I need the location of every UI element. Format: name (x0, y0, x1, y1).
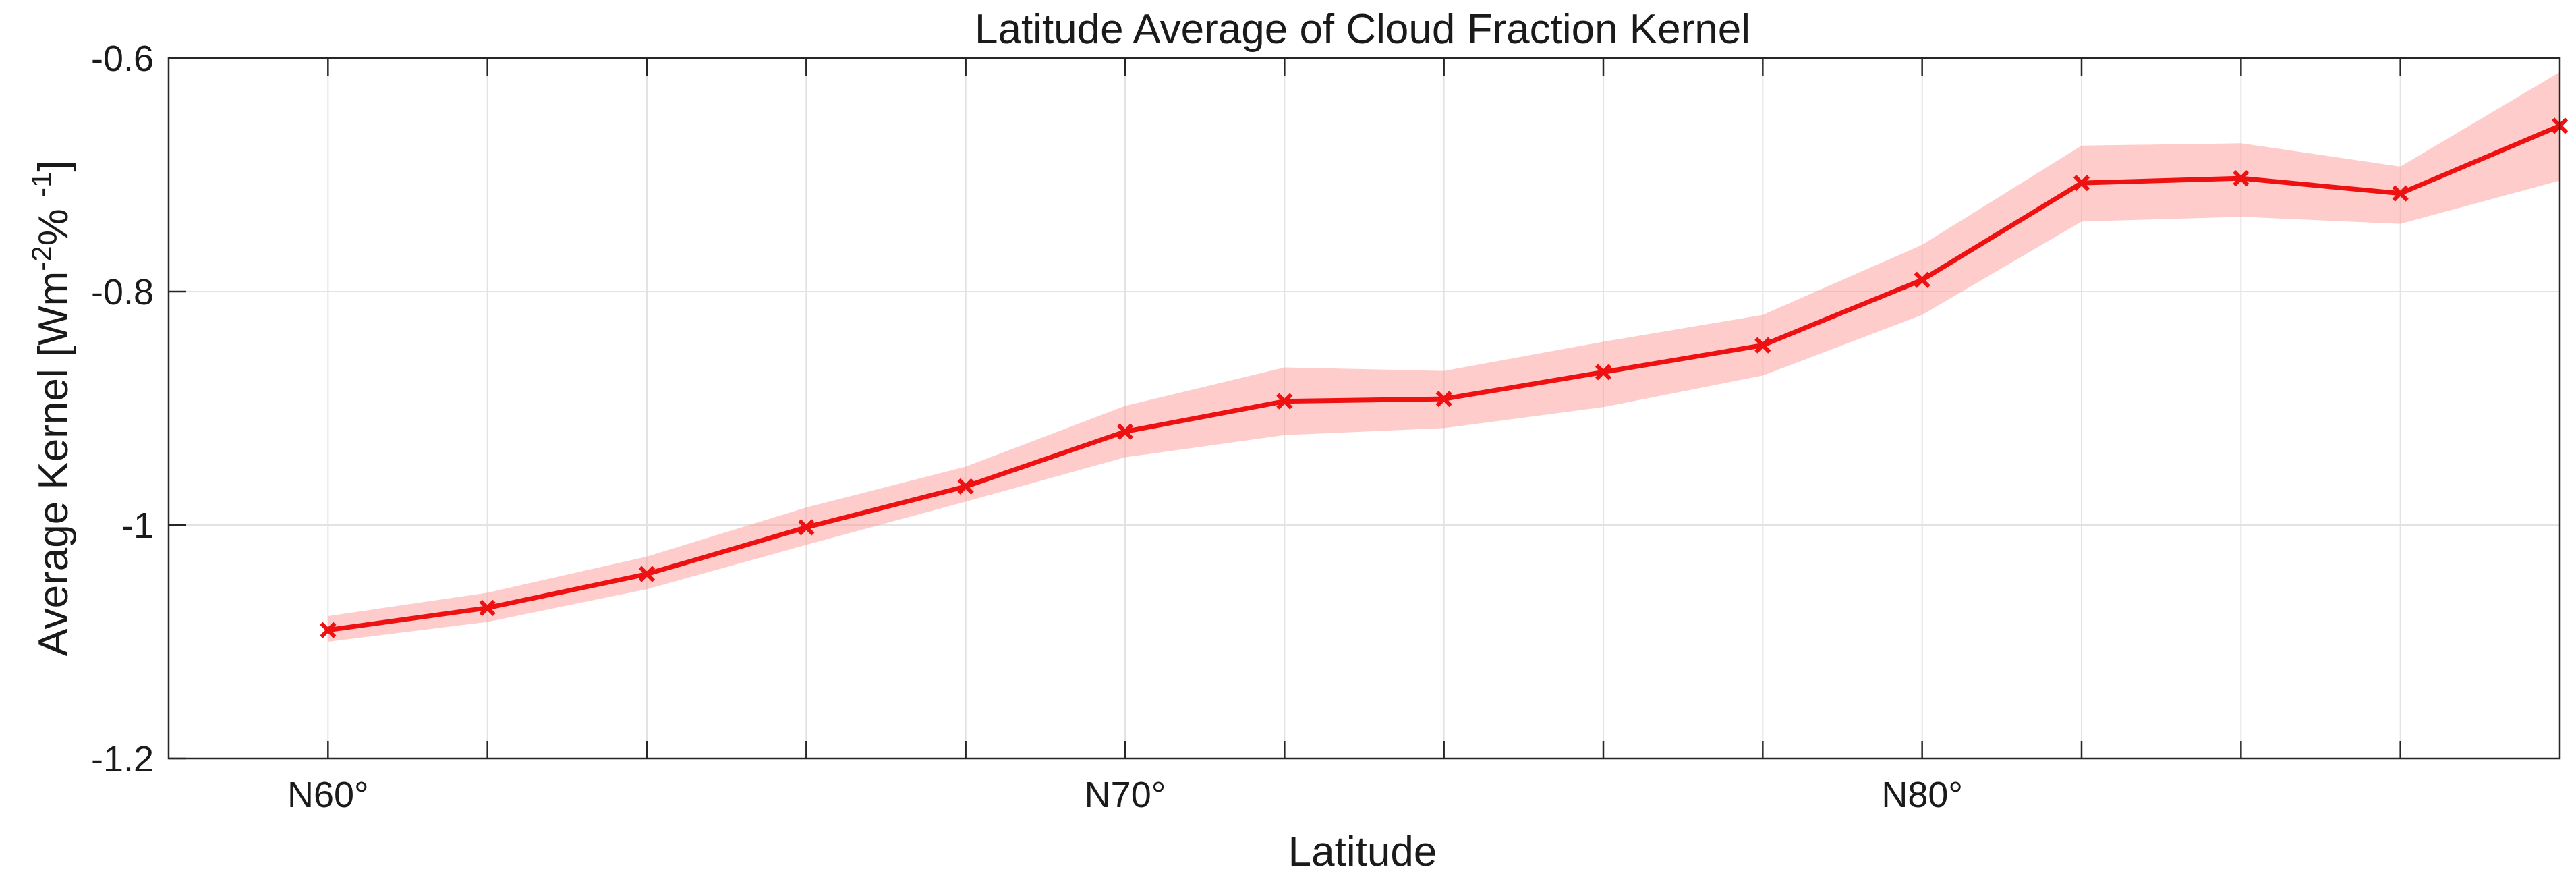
marker-stroke (2233, 170, 2250, 187)
data-point-marker (479, 599, 496, 616)
data-point-marker (2392, 185, 2409, 202)
marker-stroke (479, 599, 496, 616)
x-tick-label: N80° (1881, 775, 1963, 815)
x-tick-label: N60° (287, 775, 369, 815)
y-axis-label-exponent-1: -2 (26, 246, 57, 271)
data-point-marker (638, 566, 656, 582)
confidence-band (328, 72, 2560, 642)
y-tick-label: -1 (121, 505, 154, 546)
chart-title: Latitude Average of Cloud Fraction Kerne… (975, 6, 1750, 53)
y-tick-label: -1.2 (91, 739, 154, 779)
marker-stroke (1754, 337, 1771, 354)
marker-stroke (1435, 391, 1452, 408)
data-point-marker (2233, 170, 2250, 187)
data-point-marker (1276, 393, 1293, 410)
data-point-marker (1116, 423, 1134, 440)
x-tick-label: N70° (1085, 775, 1166, 815)
data-point-marker (1595, 364, 1612, 381)
y-axis-label: Average Kernel [Wm-2% -1] (26, 160, 77, 656)
tick-labels: N60° N70° N80° -0.6 -0.8 -1 -1.2 (91, 38, 1963, 815)
y-tick-label: -0.8 (91, 272, 154, 312)
marker-stroke (2392, 185, 2409, 202)
y-axis-label-mid: % (30, 197, 77, 246)
marker-stroke (638, 566, 656, 582)
marker-stroke (2073, 174, 2090, 192)
marker-stroke (1116, 423, 1134, 440)
y-axis-label-base: Average Kernel [Wm (30, 271, 77, 657)
marker-stroke (798, 519, 815, 536)
data-point-marker (1914, 271, 1930, 288)
data-point-marker (957, 478, 974, 495)
data-point-marker (1754, 337, 1771, 354)
uncertainty-band (328, 72, 2560, 642)
y-tick-label: -0.6 (91, 38, 154, 79)
y-axis-label-exponent-2: -1 (26, 172, 57, 197)
data-point-marker (2073, 174, 2090, 192)
marker-stroke (1914, 271, 1930, 288)
series-markers (320, 117, 2569, 638)
data-point-marker (1435, 391, 1452, 408)
data-point-marker (320, 622, 337, 638)
x-axis-label: Latitude (1288, 829, 1437, 875)
marker-stroke (320, 622, 337, 638)
y-axis-label-end: ] (30, 160, 77, 171)
data-point-marker (798, 519, 815, 536)
plot-frame (167, 57, 2561, 760)
axes (167, 57, 2561, 760)
marker-stroke (957, 478, 974, 495)
marker-stroke (1595, 364, 1612, 381)
marker-stroke (1276, 393, 1293, 410)
